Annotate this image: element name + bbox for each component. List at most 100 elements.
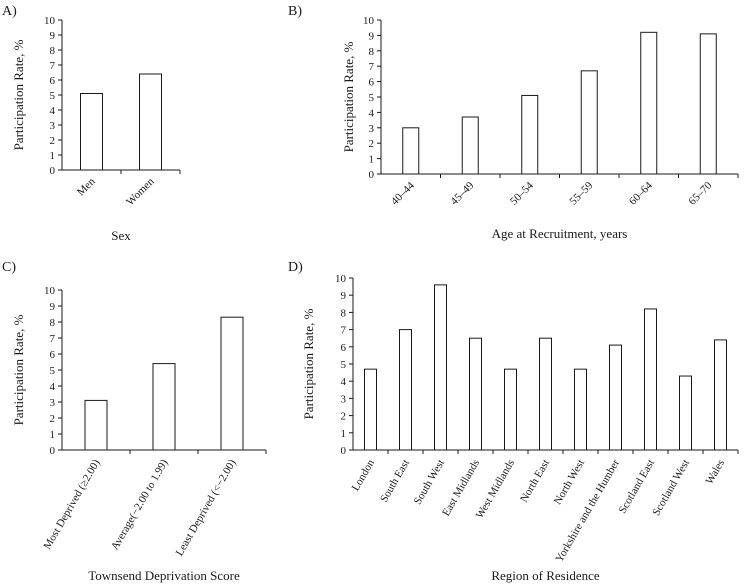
panel-label: A) bbox=[2, 4, 17, 19]
bar bbox=[679, 375, 692, 451]
y-tick-label: 7 bbox=[341, 325, 347, 337]
y-tick-label: 5 bbox=[50, 365, 56, 377]
y-axis-label: Participation Rate, % bbox=[301, 308, 316, 419]
x-tick-label: Wales bbox=[703, 458, 727, 487]
x-tick-label: Scotland West bbox=[650, 458, 692, 518]
y-tick-label: 5 bbox=[341, 359, 347, 371]
y-tick-label: 3 bbox=[369, 123, 375, 135]
x-tick-label: South West bbox=[412, 458, 447, 507]
y-tick-label: 10 bbox=[335, 273, 347, 285]
y-tick-label: 9 bbox=[50, 30, 56, 42]
chart-panel-2: B) 0 1 2 3 4 5 6 7 8 9 10 Participation Rate, % 40–44… bbox=[288, 4, 739, 241]
y-tick-label: 6 bbox=[50, 75, 56, 87]
y-tick-label: 7 bbox=[50, 333, 56, 345]
y-tick-label: 9 bbox=[369, 30, 375, 42]
y-tick-label: 1 bbox=[341, 428, 347, 440]
y-tick-label: 2 bbox=[341, 411, 347, 423]
bar bbox=[574, 368, 587, 451]
bar bbox=[580, 70, 598, 175]
bar bbox=[609, 344, 622, 451]
y-tick-label: 1 bbox=[50, 150, 56, 162]
x-tick-label: South East bbox=[378, 458, 412, 505]
y-tick-label: 7 bbox=[369, 61, 375, 73]
panel-label: C) bbox=[2, 260, 16, 275]
panel-label: B) bbox=[288, 4, 302, 19]
y-tick-label: 0 bbox=[50, 445, 56, 457]
y-tick-label: 1 bbox=[369, 154, 375, 166]
bar bbox=[469, 337, 482, 451]
x-tick-label: West Midlands bbox=[474, 458, 517, 521]
y-tick-label: 0 bbox=[341, 445, 347, 457]
y-tick-label: 2 bbox=[50, 135, 56, 147]
x-tick-label: 50–54 bbox=[508, 179, 536, 207]
y-tick-label: 3 bbox=[50, 397, 56, 409]
x-tick-label: London bbox=[350, 457, 378, 493]
x-tick-label: Average(−2.00 to 1.99) bbox=[109, 457, 171, 552]
x-axis-label: Age at Recruitment, years bbox=[492, 226, 628, 241]
x-tick-label: Men bbox=[75, 175, 98, 198]
bar bbox=[399, 329, 412, 451]
x-axis-label: Townsend Deprivation Score bbox=[88, 568, 240, 583]
y-axis-label: Participation Rate, % bbox=[341, 41, 356, 152]
bar bbox=[80, 93, 103, 171]
y-axis-label: Participation Rate, % bbox=[11, 314, 26, 425]
chart-panel-1: A) 0 1 2 3 4 5 6 7 8 9 10 Participation Rate, % Men Wo… bbox=[2, 4, 181, 243]
y-tick-label: 6 bbox=[50, 349, 56, 361]
y-tick-label: 3 bbox=[50, 120, 56, 132]
x-tick-label: 45–49 bbox=[448, 179, 476, 207]
bar bbox=[699, 33, 717, 175]
y-tick-label: 8 bbox=[50, 45, 56, 57]
bar bbox=[504, 368, 517, 451]
x-tick-label: 65–70 bbox=[686, 179, 714, 207]
chart-panel-3: C) 0 1 2 3 4 5 6 7 8 9 10 Participation Rate, % Most … bbox=[2, 260, 267, 583]
y-tick-label: 10 bbox=[44, 285, 56, 297]
bar bbox=[220, 316, 244, 451]
x-tick-label: Women bbox=[124, 175, 157, 208]
bar bbox=[84, 399, 108, 451]
x-tick-label: 40–44 bbox=[389, 179, 417, 207]
x-tick-label: Scotland East bbox=[617, 458, 657, 516]
x-tick-label: 55–59 bbox=[567, 179, 595, 207]
y-tick-label: 7 bbox=[50, 60, 56, 72]
y-tick-label: 8 bbox=[50, 317, 56, 329]
bar bbox=[521, 94, 539, 175]
x-tick-label: 60–64 bbox=[627, 179, 655, 207]
y-tick-label: 10 bbox=[44, 15, 56, 27]
bar bbox=[402, 127, 420, 175]
y-tick-label: 2 bbox=[369, 138, 375, 150]
bar bbox=[644, 308, 657, 451]
y-axis-label: Participation Rate, % bbox=[11, 39, 26, 150]
bar bbox=[434, 284, 447, 451]
y-tick-label: 0 bbox=[50, 165, 56, 177]
x-tick-label: Least Deprived (<−2.00) bbox=[174, 457, 239, 558]
x-tick-label: Yorkshire and the Humber bbox=[553, 457, 622, 564]
y-tick-label: 9 bbox=[341, 290, 347, 302]
y-tick-label: 3 bbox=[341, 393, 347, 405]
y-tick-label: 0 bbox=[369, 169, 375, 181]
y-tick-label: 8 bbox=[341, 307, 347, 319]
bar bbox=[461, 116, 479, 175]
bar bbox=[640, 31, 658, 175]
x-axis-label: Sex bbox=[111, 228, 131, 243]
x-axis-label: Region of Residence bbox=[491, 568, 600, 583]
bar bbox=[139, 73, 162, 171]
x-tick-label: North West bbox=[552, 458, 587, 507]
y-tick-label: 5 bbox=[50, 90, 56, 102]
bar bbox=[364, 368, 377, 451]
y-tick-label: 4 bbox=[341, 376, 347, 388]
y-tick-label: 1 bbox=[50, 429, 56, 441]
y-tick-label: 8 bbox=[369, 46, 375, 58]
chart-panel-4: D) 0 1 2 3 4 5 6 7 8 9 10 Participation Rate, % Londo… bbox=[288, 260, 739, 583]
x-tick-label: North East bbox=[518, 458, 552, 505]
y-tick-label: 2 bbox=[50, 413, 56, 425]
y-tick-label: 6 bbox=[369, 77, 375, 89]
y-tick-label: 4 bbox=[369, 107, 375, 119]
x-tick-label: Most Deprived (≥2.00) bbox=[41, 457, 102, 551]
panel-label: D) bbox=[288, 260, 303, 275]
y-tick-label: 6 bbox=[341, 342, 347, 354]
y-tick-label: 9 bbox=[50, 301, 56, 313]
bar bbox=[714, 339, 727, 451]
y-tick-label: 5 bbox=[369, 92, 375, 104]
bar bbox=[539, 337, 552, 451]
